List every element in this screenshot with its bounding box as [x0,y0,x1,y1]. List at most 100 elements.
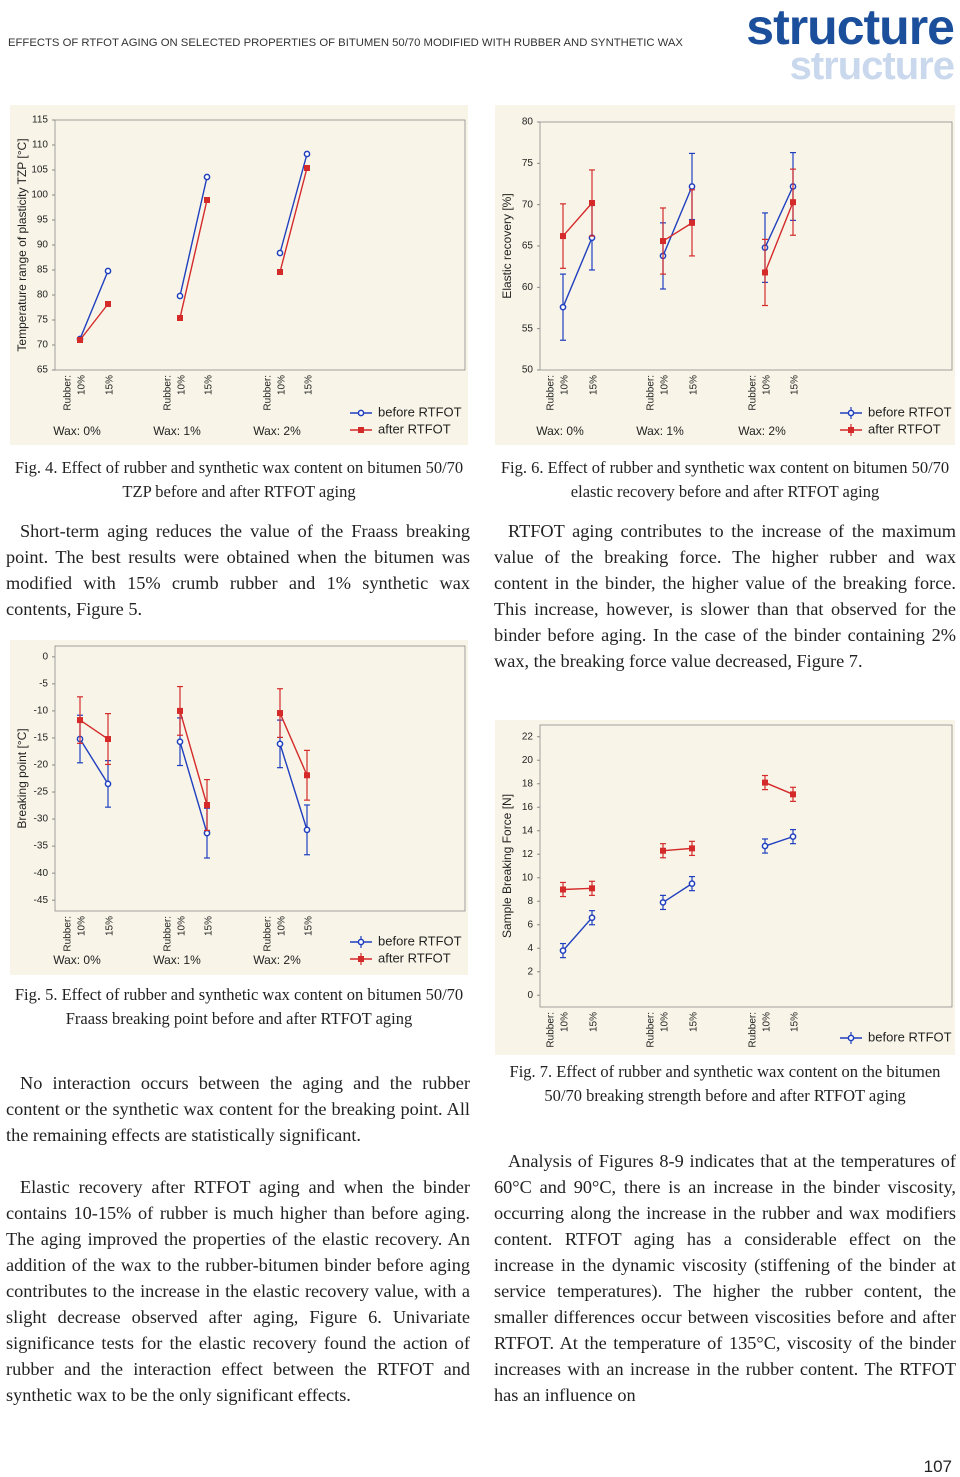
y-tick-label: -10 [34,706,49,717]
data-point [77,337,83,343]
caption: Fig. 7. Effect of rubber and synthetic w… [509,1062,941,1105]
chart-panel [10,105,468,445]
data-point [104,267,112,275]
data-point [589,885,595,892]
group-label: Wax: 1% [153,953,201,967]
legend-marker [357,409,365,417]
y-tick-label: 105 [31,165,48,176]
logo-shadow: structure [789,44,955,88]
group-label: Wax: 1% [153,424,201,438]
legend-marker [847,1034,855,1042]
series-line [562,887,593,891]
caption: Fig. 6. Effect of rubber and synthetic w… [500,458,950,501]
paragraph: RTFOT aging contributes to the increase … [494,521,956,671]
y-tick-label: -45 [34,895,49,906]
legend-marker [357,938,365,946]
y-tick-label: 85 [37,265,49,276]
x-tick-label: 15% [204,916,215,936]
data-point [276,249,284,257]
y-tick-label: 50 [522,365,534,376]
x-axis-title: Rubber: [748,375,759,411]
x-tick-label: 15% [105,916,116,936]
data-point [689,845,695,852]
data-point [304,165,310,171]
series-line [662,222,693,242]
paragraph: Elastic recovery after RTFOT aging and w… [6,1177,470,1405]
series-line [764,781,794,795]
x-tick-label: 10% [77,916,88,936]
y-tick-label: -30 [34,814,49,825]
data-point [177,707,183,714]
y-tick-label: 8 [527,896,533,907]
y-tick-label: 65 [37,365,49,376]
data-point [790,199,796,206]
data-point [303,150,311,158]
y-tick-label: 20 [522,755,534,766]
y-tick-label: -15 [34,733,49,744]
x-axis-title: Rubber: [748,1012,759,1048]
x-tick-label: 10% [762,1012,773,1032]
data-point [588,914,596,922]
data-point [204,197,210,203]
data-point [105,736,111,743]
series-line [279,167,308,273]
x-tick-label: 15% [790,1012,801,1032]
data-point [688,183,696,190]
legend-label: after RTFOT [378,950,451,965]
y-tick-label: -25 [34,787,49,798]
data-point [689,219,695,226]
data-point [277,710,283,717]
series-line [662,847,693,852]
series-line [79,738,109,785]
y-tick-label: 65 [522,241,534,252]
y-axis-title: Sample Breaking Force [N] [500,794,514,938]
legend-label: after RTFOT [868,421,941,436]
x-axis-title: Rubber: [263,375,274,411]
series-line [279,153,308,254]
paragraph: Short-term aging reduces the value of th… [6,521,470,619]
y-tick-label: 55 [522,323,534,334]
series-line [179,710,208,806]
x-tick-label: 10% [177,375,188,395]
caption: Fig. 5. Effect of rubber and synthetic w… [14,985,464,1028]
data-point [176,292,184,300]
data-point [660,238,666,245]
y-axis-title: Breaking point [°C] [15,728,29,828]
data-point [560,233,566,240]
data-point [660,847,666,854]
legend-marker [848,427,854,433]
series-line [662,186,693,257]
series-line [79,270,109,340]
y-tick-label: 6 [527,919,533,930]
series-line [79,719,109,740]
legend-label: before RTFOT [868,1029,952,1044]
group-label: Wax: 2% [253,953,301,967]
y-tick-label: 4 [527,943,533,954]
data-point [303,826,311,834]
x-axis-title: Rubber: [546,1012,557,1048]
y-tick-label: 75 [522,158,534,169]
y-tick-label: 70 [37,340,49,351]
y-tick-label: 75 [37,315,49,326]
data-point [104,780,112,788]
y-tick-label: 95 [37,215,49,226]
y-tick-label: -35 [34,841,49,852]
x-axis-title: Rubber: [63,375,74,411]
group-label: Wax: 0% [53,953,101,967]
group-label: Wax: 1% [636,424,684,438]
x-axis-title: Rubber: [646,1012,657,1048]
data-point [177,315,183,321]
data-point [762,779,768,786]
data-point [203,829,211,837]
x-tick-label: 10% [560,1012,571,1032]
legend-marker [358,956,364,962]
series-line [562,917,593,952]
x-tick-label: 15% [790,375,801,395]
data-point [789,833,797,840]
series-line [764,835,794,847]
x-tick-label: 10% [560,375,571,395]
y-tick-label: 70 [522,199,534,210]
page-number: 107 [923,1457,952,1476]
data-point [277,269,283,275]
